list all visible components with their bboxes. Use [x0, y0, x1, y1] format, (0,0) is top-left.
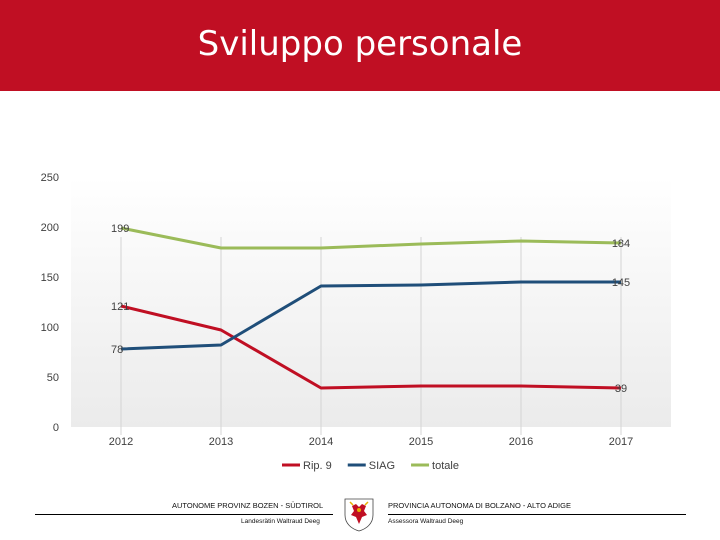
footer-left-title: AUTONOME PROVINZ BOZEN - SÜDTIROL — [172, 501, 324, 510]
y-tick-label: 250 — [41, 172, 59, 184]
series-line-rip-9 — [120, 304, 622, 390]
x-tick-label: 2013 — [209, 436, 233, 448]
page-title: Sviluppo personale — [197, 24, 523, 64]
data-label: 78 — [111, 344, 123, 356]
y-tick-label: 200 — [41, 222, 59, 234]
footer-left-sub: Landesrätin Waltraud Deeg — [241, 518, 320, 525]
x-tick-label: 2012 — [109, 436, 133, 448]
series-line-siag — [120, 280, 621, 351]
legend-label: totale — [432, 460, 459, 472]
y-tick-label: 50 — [47, 372, 59, 384]
footer-right-sub: Assessora Waltraud Deeg — [388, 518, 464, 525]
data-label: 145 — [612, 277, 630, 289]
line-chart: 0 50 100 150 200 250 2012 2013 2014 2015 2016 2017… — [41, 172, 671, 472]
title-banner: Sviluppo personale — [0, 0, 720, 91]
footer-right-title: PROVINCIA AUTONOMA DI BOLZANO - ALTO ADI… — [388, 501, 571, 510]
legend-label: SIAG — [369, 460, 395, 472]
y-tick-label: 100 — [41, 322, 59, 334]
data-label: 39 — [615, 383, 627, 395]
x-tick-label: 2014 — [309, 436, 333, 448]
data-label: 121 — [111, 301, 129, 313]
coat-of-arms-icon — [344, 498, 374, 532]
data-label: 199 — [111, 223, 129, 235]
footer-rule-right — [388, 514, 686, 515]
plot-area — [71, 177, 671, 427]
series-line-totale — [120, 226, 622, 250]
x-tick-label: 2016 — [509, 436, 533, 448]
footer-rule-left — [35, 514, 333, 515]
y-tick-label: 150 — [41, 272, 59, 284]
y-tick-label: 0 — [53, 422, 59, 434]
data-label: 184 — [612, 238, 630, 250]
x-tick-label: 2015 — [409, 436, 433, 448]
x-tick-label: 2017 — [609, 436, 633, 448]
legend-label: Rip. 9 — [303, 460, 332, 472]
